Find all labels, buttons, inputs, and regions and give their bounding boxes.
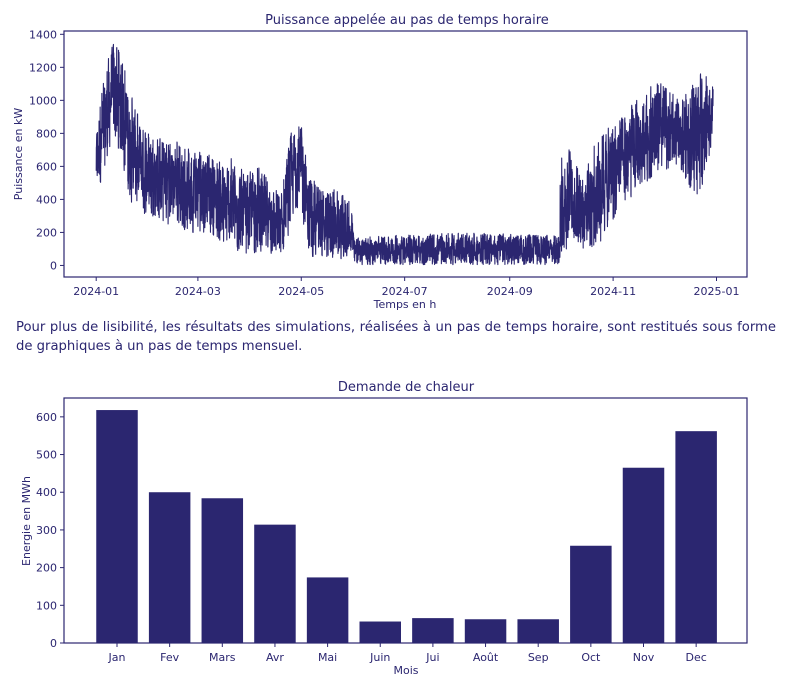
chart1-ytick-label: 800	[36, 127, 57, 140]
chart1-xtick-label: 2025-01	[694, 285, 740, 298]
chart2-xtick-label: Avr	[266, 651, 284, 664]
chart2-ylabel: Energie en MWh	[20, 476, 33, 566]
chart2-xtick-label: Nov	[633, 651, 655, 664]
chart2-xtick-label: Jui	[425, 651, 439, 664]
chart2-bar	[675, 431, 717, 643]
chart1-xaxis-ticks: 2024-01 2024-03 2024-05 2024-07 2024-09 2024-…	[73, 277, 739, 298]
chart1-xtick-label: 2024-09	[487, 285, 533, 298]
chart2-xtick-label: Sep	[528, 651, 549, 664]
chart2-frame	[63, 397, 748, 644]
chart-puissance-horaire: Puissance appelée au pas de temps horair…	[12, 13, 748, 311]
chart2-ytick-label: 400	[36, 486, 57, 499]
chart2-ytick-label: 200	[36, 562, 57, 575]
chart1-series-line	[95, 43, 714, 266]
chart1-xtick-label: 2024-01	[73, 285, 119, 298]
chart2-xtick-label: Oct	[581, 651, 601, 664]
chart1-yaxis-ticks: 0 200 400 600 800 1000 1200 1400	[29, 28, 64, 272]
chart2-bars	[96, 410, 717, 643]
chart2-yaxis-ticks: 0 100 200 300 400 500 600	[36, 411, 64, 650]
chart2-xlabel: Mois	[393, 664, 418, 677]
chart2-bar	[412, 618, 454, 643]
chart2-xtick-label: Jan	[108, 651, 126, 664]
chart2-bar	[517, 619, 559, 643]
chart1-xtick-label: 2024-11	[590, 285, 636, 298]
chart2-xtick-label: Mai	[318, 651, 337, 664]
chart2-ytick-label: 600	[36, 411, 57, 424]
chart1-ylabel: Puissance en kW	[12, 108, 25, 201]
chart2-bar	[570, 545, 612, 643]
chart1-ytick-label: 400	[36, 193, 57, 206]
chart1-xtick-label: 2024-07	[382, 285, 428, 298]
chart1-xtick-label: 2024-03	[175, 285, 221, 298]
chart2-bar	[622, 467, 665, 643]
chart2-xtick-label: Dec	[686, 651, 707, 664]
chart1-ytick-label: 1400	[29, 28, 57, 41]
chart1-ytick-label: 600	[36, 160, 57, 173]
chart1-xlabel: Temps en h	[373, 298, 437, 311]
chart2-bar	[254, 524, 296, 643]
chart1-xtick-label: 2024-05	[278, 285, 324, 298]
chart1-ytick-label: 1200	[29, 61, 57, 74]
chart2-xtick-label: Août	[473, 651, 499, 664]
chart2-bar	[359, 621, 401, 643]
chart2-xtick-label: Fev	[160, 651, 179, 664]
chart2-ytick-label: 500	[36, 449, 57, 462]
chart2-bar	[148, 492, 191, 643]
chart2-ytick-label: 100	[36, 599, 57, 612]
chart2-xaxis-ticks: Jan Fev Mars Avr Mai Juin Jui Août Sep Oct Nov Dec	[108, 643, 707, 664]
chart2-xtick-label: Mars	[209, 651, 236, 664]
chart2-ytick-label: 300	[36, 524, 57, 537]
chart2-ytick-label: 0	[50, 637, 57, 650]
chart1-title: Puissance appelée au pas de temps horair…	[265, 13, 549, 28]
chart1-ytick-label: 200	[36, 226, 57, 239]
chart2-xtick-label: Juin	[369, 651, 390, 664]
chart1-frame	[63, 30, 748, 278]
chart1-ytick-label: 1000	[29, 94, 57, 107]
chart2-bar	[464, 619, 507, 643]
chart1-ytick-label: 0	[50, 259, 57, 272]
chart2-bar	[201, 498, 244, 643]
chart1-plot-area	[95, 43, 714, 266]
chart2-bar	[306, 577, 349, 643]
chart2-title: Demande de chaleur	[338, 380, 475, 395]
chart-demande-chaleur: Demande de chaleur 0 100 200 300 400 500 600 J…	[20, 380, 748, 677]
explanatory-paragraph: Pour plus de lisibilité, les résultats d…	[16, 320, 776, 354]
chart2-bar	[96, 410, 138, 643]
